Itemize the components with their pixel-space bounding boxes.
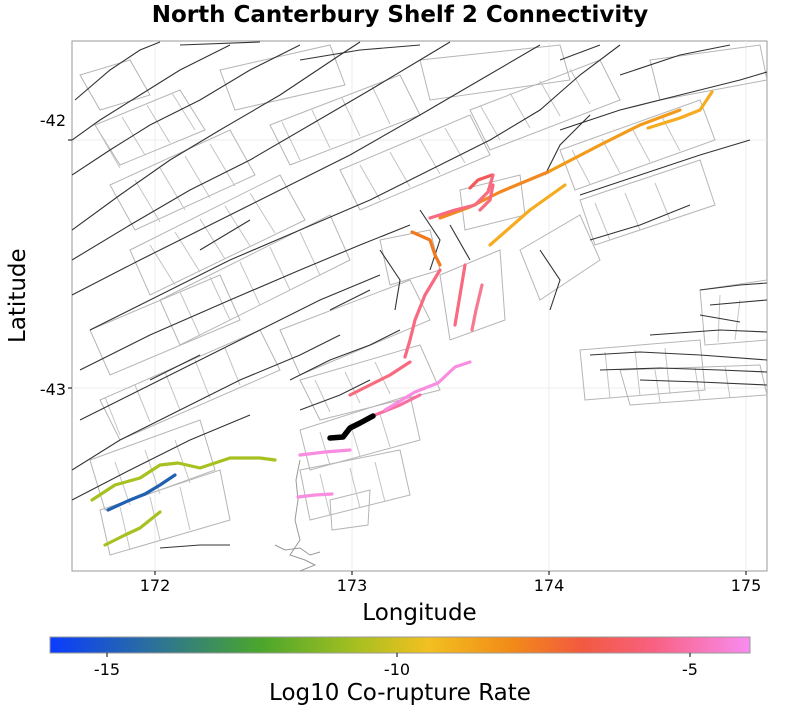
rupture-segment-orange-1 xyxy=(546,108,682,174)
coastline-detail xyxy=(274,544,321,556)
map-title: North Canterbury Shelf 2 Connectivity xyxy=(151,2,649,28)
gridlines xyxy=(72,41,767,571)
axis-ticks xyxy=(68,139,747,575)
rupture-segment-orange-3 xyxy=(488,183,567,247)
rupture-segment-orange-5 xyxy=(438,170,550,220)
colorbar-ticks xyxy=(106,653,691,657)
rupture-segment-magenta-3 xyxy=(296,492,334,499)
fault-subsections xyxy=(97,68,741,551)
rupture-segment-pink-3 xyxy=(403,268,442,359)
rupture-segment-red-1 xyxy=(468,173,494,190)
colorbar-label: Log10 Co-rupture Rate xyxy=(269,680,531,706)
colorbar-tick-label: -5 xyxy=(682,660,698,679)
selected-fault xyxy=(327,413,376,441)
rupture-segment-pink-6 xyxy=(348,360,412,397)
fault-traces xyxy=(72,41,767,549)
rupture-segment-pink-5 xyxy=(470,283,484,332)
y-axis-label: Latitude xyxy=(5,248,31,343)
x-tick-label: 174 xyxy=(533,576,565,595)
coastline xyxy=(289,459,317,571)
colorbar-tick-label: -15 xyxy=(93,660,121,679)
rupture-segment-pink-4 xyxy=(453,263,467,327)
colorbar-tick-label: -10 xyxy=(383,660,411,679)
x-axis-label: Longitude xyxy=(362,600,477,626)
x-tick-label: 172 xyxy=(139,576,171,595)
colorbar xyxy=(49,636,751,654)
y-tick-label: -42 xyxy=(39,111,66,130)
rupture-segment-pink-2 xyxy=(478,183,495,212)
rupture-segment-magenta-1 xyxy=(383,360,472,412)
rupture-segment-green-2 xyxy=(90,456,277,502)
x-tick-label: 173 xyxy=(336,576,368,595)
x-tick-label: 175 xyxy=(730,576,762,595)
rupture-segment-magenta-2 xyxy=(298,448,352,457)
rupture-segment-blue xyxy=(106,473,177,512)
rupture-segment-green-1 xyxy=(103,510,162,547)
rupture-segment-pink-7 xyxy=(373,393,422,417)
rupture-segment-orange-2 xyxy=(646,90,714,130)
rupture-segment-pink-1 xyxy=(428,173,495,220)
rupture-segment-orange-4 xyxy=(410,230,442,267)
y-tick-label: -43 xyxy=(39,380,66,399)
connected-ruptures xyxy=(90,90,714,547)
